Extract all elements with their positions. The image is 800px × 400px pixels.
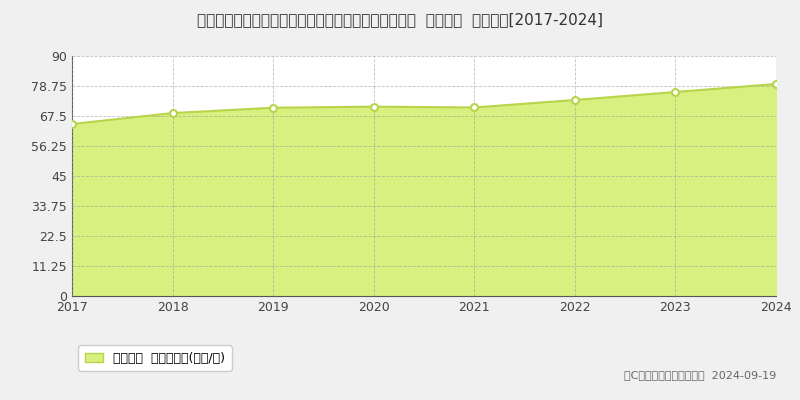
Text: （C）土地価格ドットコム  2024-09-19: （C）土地価格ドットコム 2024-09-19 [624,370,776,380]
Text: 埼玉県さいたま市緑区大字下野田字本村５２４番４外  基準地価  地価推移[2017-2024]: 埼玉県さいたま市緑区大字下野田字本村５２４番４外 基準地価 地価推移[2017-… [197,12,603,27]
Legend: 基準地価  平均坪単価(万円/坪): 基準地価 平均坪単価(万円/坪) [78,346,231,371]
